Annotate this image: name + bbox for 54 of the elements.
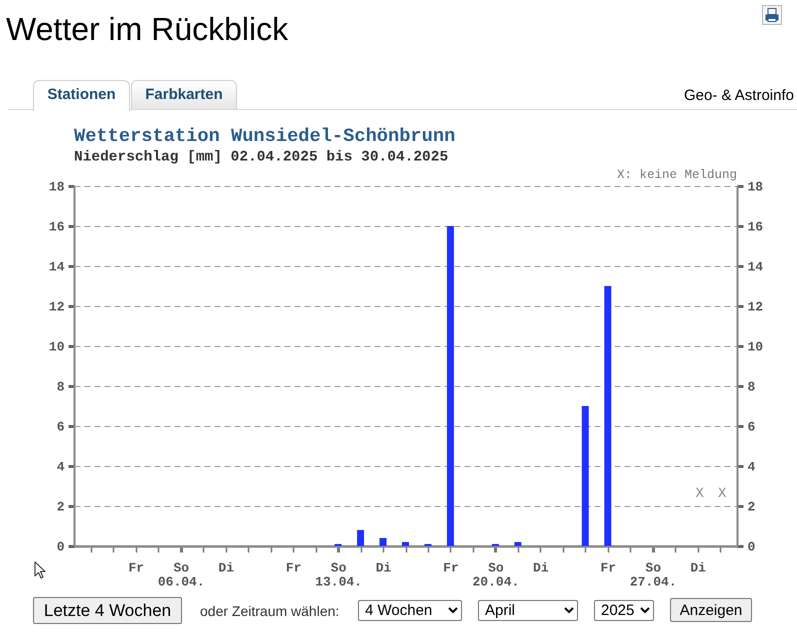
x-tick-label: Di: [690, 560, 706, 576]
x-tick-label: Fr: [443, 560, 459, 576]
y-tick-label: 4: [56, 460, 65, 474]
text: 2025: [594, 600, 654, 621]
bar: [402, 542, 409, 546]
y-tick-label: 18: [48, 180, 65, 194]
y2-tick-label: 8: [748, 380, 756, 394]
y-tick-label: 8: [56, 380, 65, 394]
text: April: [478, 600, 578, 621]
y-tick-label: 6: [56, 420, 65, 434]
x-tick-label: So 06.04.: [158, 560, 205, 590]
y2-tick-label: 4: [748, 460, 756, 474]
x-tick-label: Fr: [128, 560, 144, 576]
y-tick-label: 12: [48, 300, 65, 314]
text: Wetter im Rückblick: [6, 11, 288, 47]
x-tick-label: So 13.04.: [315, 560, 362, 590]
x-tick-label: So 20.04.: [472, 560, 520, 590]
y2-tick-label: 12: [748, 300, 764, 314]
y2-tick-label: 0: [748, 540, 756, 554]
y2-tick-label: 2: [748, 500, 756, 514]
bar: [582, 406, 589, 546]
y2-tick-label: 10: [748, 340, 764, 354]
x-tick-label: Fr: [286, 560, 302, 576]
y-tick-label: 16: [48, 220, 65, 234]
text: 4 Wochen: [358, 600, 462, 621]
text: Farbkarten: [131, 80, 237, 109]
annotation: X: [695, 486, 704, 502]
text: oder Zeitraum wählen:: [200, 602, 340, 620]
y2-tick-label: 18: [748, 180, 764, 194]
y2-tick-label: 16: [748, 220, 764, 234]
y2-tick-label: 6: [748, 420, 756, 434]
x-tick-label: Di: [218, 560, 234, 576]
x-tick-label: Fr: [600, 560, 616, 576]
y-tick-label: 2: [56, 500, 65, 514]
bar: [604, 286, 612, 546]
bar: [380, 538, 387, 546]
text: Geo- & Astroinfo: [684, 87, 794, 105]
x-tick-label: Di: [376, 560, 392, 576]
y-tick-label: 0: [56, 540, 65, 554]
annotation: X: [718, 486, 727, 502]
bar: [514, 542, 522, 546]
y2-tick-label: 14: [748, 260, 764, 274]
text: Letzte 4 Wochen: [33, 597, 182, 624]
text: Anzeigen: [670, 598, 752, 622]
y-tick-label: 10: [48, 340, 65, 354]
text: X: keine Meldung: [616, 168, 737, 183]
chart-subtitle: Niederschlag [mm] 02.04.2025 bis 30.04.2025: [74, 150, 448, 166]
bar: [357, 530, 364, 546]
x-tick-label: Di: [533, 560, 549, 576]
y-tick-label: 14: [48, 260, 65, 274]
text: Stationen: [33, 80, 130, 111]
chart-title: Wetterstation Wunsiedel-Schönbrunn: [74, 124, 456, 147]
x-tick-label: So 27.04.: [630, 560, 677, 590]
bar: [446, 226, 454, 546]
